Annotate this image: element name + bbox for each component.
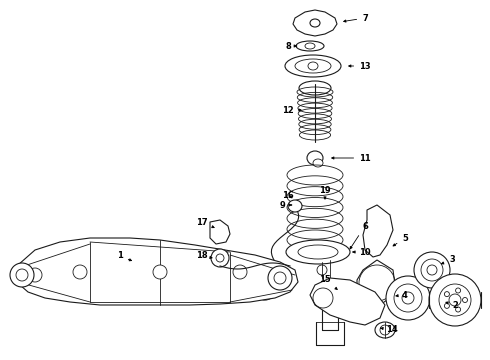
- Ellipse shape: [73, 265, 87, 279]
- Ellipse shape: [288, 200, 302, 212]
- Text: 7: 7: [343, 14, 368, 23]
- Polygon shape: [310, 278, 385, 325]
- Ellipse shape: [153, 265, 167, 279]
- Ellipse shape: [386, 276, 430, 320]
- Text: 16: 16: [282, 190, 294, 199]
- Polygon shape: [210, 220, 230, 244]
- Ellipse shape: [28, 268, 42, 282]
- Ellipse shape: [257, 288, 273, 300]
- Ellipse shape: [307, 151, 323, 165]
- Ellipse shape: [271, 271, 285, 285]
- Text: 13: 13: [349, 62, 371, 71]
- Ellipse shape: [10, 263, 34, 287]
- Ellipse shape: [211, 249, 229, 267]
- Text: 14: 14: [381, 325, 398, 334]
- Text: 2: 2: [446, 301, 458, 310]
- Text: 8: 8: [285, 41, 296, 50]
- Ellipse shape: [285, 55, 341, 77]
- Ellipse shape: [233, 265, 247, 279]
- Text: 5: 5: [393, 234, 408, 246]
- Text: 12: 12: [282, 105, 301, 114]
- Text: 1: 1: [117, 252, 131, 261]
- Ellipse shape: [268, 266, 292, 290]
- Polygon shape: [293, 10, 337, 36]
- Ellipse shape: [310, 19, 320, 27]
- Text: 6: 6: [350, 221, 368, 249]
- Polygon shape: [18, 238, 298, 305]
- Polygon shape: [363, 205, 393, 257]
- Ellipse shape: [429, 274, 481, 326]
- Ellipse shape: [313, 159, 323, 167]
- Text: 19: 19: [319, 185, 331, 199]
- Ellipse shape: [414, 252, 450, 288]
- Text: 4: 4: [396, 291, 408, 300]
- Text: 11: 11: [332, 153, 371, 162]
- Text: 18: 18: [196, 252, 212, 261]
- Polygon shape: [357, 260, 395, 307]
- Ellipse shape: [299, 81, 331, 95]
- Text: 3: 3: [441, 256, 455, 265]
- Ellipse shape: [317, 265, 327, 275]
- Ellipse shape: [375, 322, 395, 338]
- Ellipse shape: [286, 240, 350, 264]
- Ellipse shape: [296, 41, 324, 51]
- Text: 9: 9: [280, 201, 292, 210]
- Text: 17: 17: [196, 217, 214, 228]
- Text: 10: 10: [353, 248, 371, 257]
- Text: 15: 15: [319, 275, 337, 289]
